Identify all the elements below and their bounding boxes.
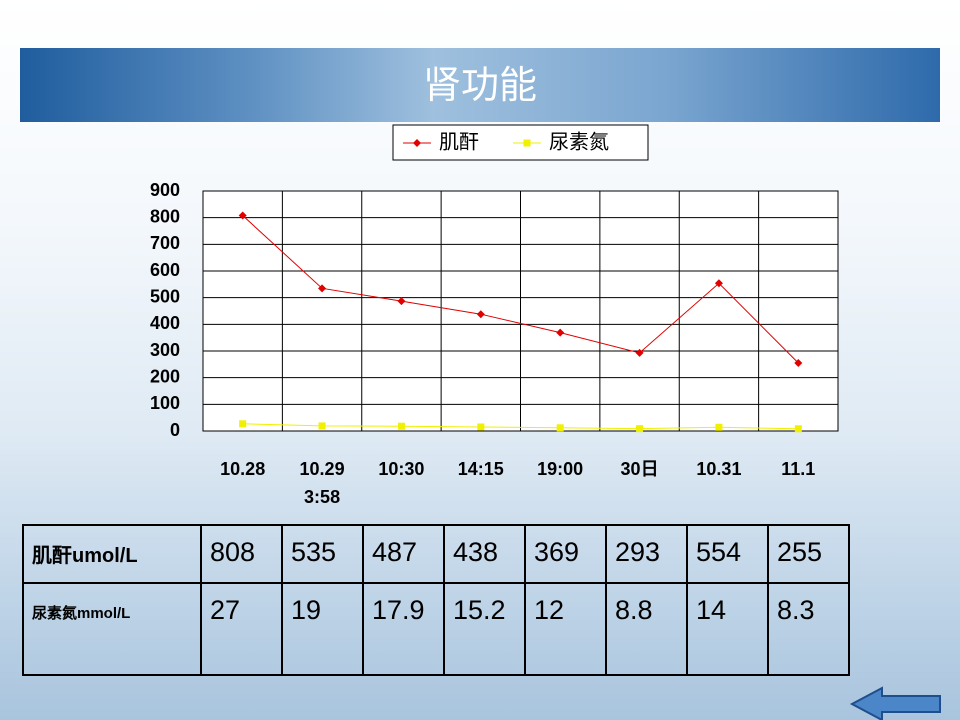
y-tick-label: 600 — [150, 260, 180, 280]
table-cell: 535 — [281, 524, 364, 584]
table-cell: 12 — [524, 582, 607, 676]
y-tick-label: 200 — [150, 366, 180, 386]
marker — [318, 284, 327, 293]
x-tick-label: 30日 — [620, 459, 659, 479]
slide-title: 肾功能 — [422, 63, 537, 107]
x-tick-label: 14:15 — [457, 459, 504, 479]
legend-box — [392, 124, 649, 161]
marker — [397, 297, 406, 306]
table-cell: 369 — [524, 524, 607, 584]
arrow[interactable] — [849, 686, 941, 720]
table-cell: 19 — [281, 582, 364, 676]
series-line — [242, 215, 799, 364]
marker — [556, 328, 565, 337]
marker — [397, 422, 405, 430]
table-cell: 17.9 — [362, 582, 445, 676]
y-tick-label: 800 — [150, 206, 180, 226]
legend-label: 尿素氮 — [549, 130, 609, 153]
y-tick-label: 700 — [150, 233, 180, 253]
x-tick-label: 10.28 — [220, 459, 266, 479]
data-table: 肌酐umol/L 808 535 487 438 369 293 554 255 尿素氮mmol/… — [22, 524, 850, 676]
y-tick-label: 100 — [150, 393, 180, 413]
y-tick-label: 300 — [150, 340, 180, 360]
banner — [20, 48, 940, 122]
x-tick-label: 19:00 — [537, 459, 584, 479]
table-cell: 293 — [605, 524, 688, 584]
table-cell: 255 — [767, 524, 850, 584]
y-tick-label: 900 — [150, 180, 180, 200]
row-header: 尿素氮mmol/L — [22, 582, 202, 676]
table-cell: 8.8 — [605, 582, 688, 676]
marker — [635, 348, 644, 357]
marker — [476, 310, 485, 319]
table-cell: 438 — [443, 524, 526, 584]
table-cell: 487 — [362, 524, 445, 584]
marker — [715, 423, 723, 431]
x-tick-label: 11.1 — [781, 459, 816, 479]
marker — [477, 423, 485, 431]
marker — [636, 425, 644, 433]
marker — [523, 139, 531, 147]
table-row: 尿素氮mmol/L 27 19 17.9 15.2 12 8.8 14 8.3 — [22, 582, 850, 676]
table-cell: 8.3 — [767, 582, 850, 676]
table-cell: 554 — [686, 524, 769, 584]
table-row: 肌酐umol/L 808 535 487 438 369 293 554 255 — [22, 524, 850, 584]
x-tick-label: 10.31 — [696, 459, 742, 479]
marker — [318, 422, 326, 430]
y-tick-label: 400 — [150, 313, 180, 333]
x-tick-label: 10:30 — [378, 459, 425, 479]
marker — [794, 425, 802, 433]
table-cell: 14 — [686, 582, 769, 676]
marker — [239, 420, 247, 428]
marker — [556, 424, 564, 432]
table-cell: 808 — [200, 524, 283, 584]
marker — [794, 359, 803, 367]
series-line — [242, 423, 799, 430]
table-cell: 15.2 — [443, 582, 526, 676]
marker — [238, 211, 247, 220]
legend-label: 肌酐 — [439, 131, 479, 153]
y-tick-label: 500 — [150, 286, 180, 306]
marker — [714, 279, 723, 288]
marker — [413, 139, 421, 147]
y-tick-label: 0 — [170, 420, 180, 440]
table-cell: 27 — [200, 582, 283, 676]
back-button[interactable] — [848, 684, 948, 720]
row-header: 肌酐umol/L — [22, 524, 202, 584]
x-tick-label: 10.29 3:58 — [299, 459, 345, 507]
